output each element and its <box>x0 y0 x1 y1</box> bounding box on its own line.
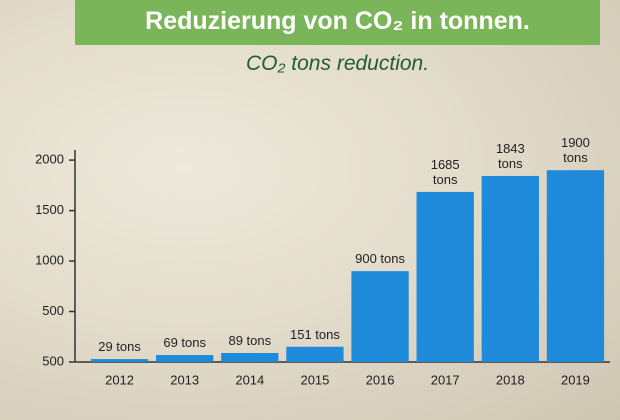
data-label: 1900 tons <box>560 135 590 166</box>
data-label: 89 tons <box>228 333 272 349</box>
data-label: 1843 tons <box>495 140 525 171</box>
bar <box>221 353 279 362</box>
x-tick-label: 2012 <box>105 372 134 387</box>
data-label: 29 tons <box>98 339 141 355</box>
data-label: 1685 tons <box>430 156 460 187</box>
bar <box>416 191 474 362</box>
bar <box>351 271 409 362</box>
bar <box>286 346 344 362</box>
data-label: 69 tons <box>163 335 207 351</box>
y-tick-label: 500 <box>42 303 64 318</box>
chart-title: Reduzierung von CO₂ in tonnen. <box>75 0 600 45</box>
chart-subtitle: CO₂ tons reduction. <box>245 52 430 75</box>
data-label: 151 tons <box>290 326 340 342</box>
x-tick-label: 2016 <box>366 372 395 387</box>
bar <box>90 359 149 362</box>
x-tick-label: 2019 <box>561 372 590 387</box>
y-tick-label: 2000 <box>35 152 64 167</box>
data-label: 900 tons <box>355 251 405 267</box>
x-tick-label: 2017 <box>431 372 460 387</box>
x-tick-label: 2018 <box>496 372 525 387</box>
y-tick-label: 500 <box>42 353 64 368</box>
bar <box>481 175 539 362</box>
x-tick-label: 2014 <box>235 372 264 387</box>
y-tick-label: 1000 <box>35 252 64 267</box>
x-tick-label: 2015 <box>300 372 329 387</box>
x-tick-label: 2013 <box>170 372 199 387</box>
bar <box>546 170 605 362</box>
bar <box>156 355 214 362</box>
y-tick-label: 1500 <box>35 202 64 217</box>
